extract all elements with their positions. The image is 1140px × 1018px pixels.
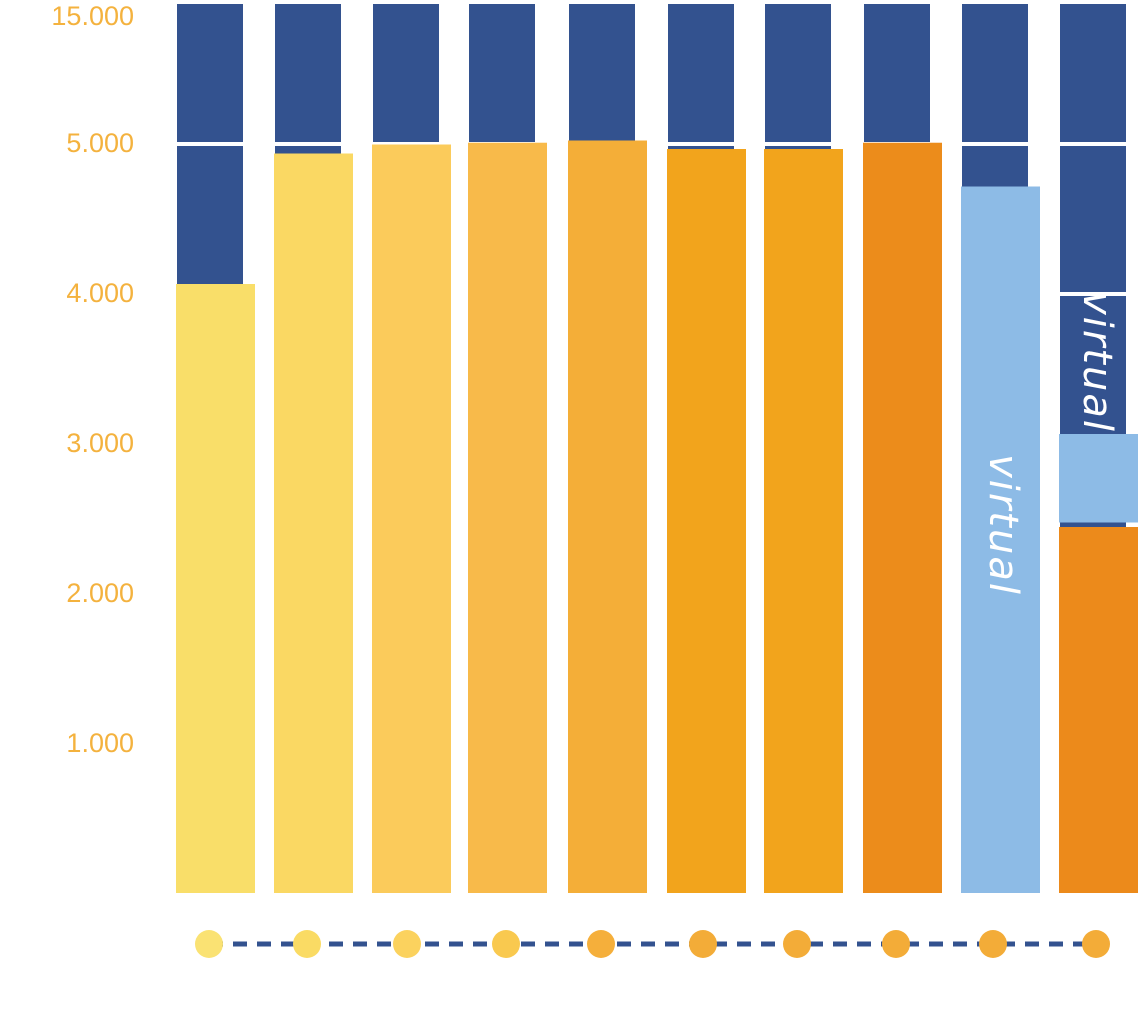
- band-separator: [1060, 142, 1126, 146]
- category-marker-7: [783, 930, 811, 958]
- bar-6: [667, 149, 746, 893]
- bar-5: [568, 140, 647, 894]
- bar-8: [863, 142, 942, 894]
- category-marker-8: [882, 930, 910, 958]
- category-marker-6: [689, 930, 717, 958]
- bar-10-stacked-segment: [1059, 434, 1138, 523]
- bar-4: [468, 142, 547, 894]
- category-marker-3: [393, 930, 421, 958]
- band-separator: [275, 142, 341, 146]
- category-marker-5: [587, 930, 615, 958]
- category-marker-10: [1082, 930, 1110, 958]
- bar-9: [961, 186, 1040, 893]
- band-separator: [1060, 292, 1126, 296]
- band-separator: [373, 142, 439, 146]
- y-tick-label: 4.000: [66, 278, 134, 308]
- category-marker-1: [195, 930, 223, 958]
- category-marker-9: [979, 930, 1007, 958]
- bar-2: [274, 153, 353, 893]
- category-markers: [195, 930, 1110, 958]
- band-separator: [765, 142, 831, 146]
- category-marker-4: [492, 930, 520, 958]
- bar-10-top-label: virtual: [1074, 291, 1120, 433]
- band-separator: [962, 142, 1028, 146]
- bar-10: [1059, 527, 1138, 893]
- y-tick-label: 5.000: [66, 128, 134, 158]
- band-separator: [668, 142, 734, 146]
- bar-9-label: virtual: [980, 454, 1026, 596]
- y-tick-label: 3.000: [66, 428, 134, 458]
- y-axis-ticks: 1.000 2.000 3.000 4.000 5.000 15.000: [51, 1, 134, 758]
- bar-1: [176, 284, 255, 893]
- bars: [176, 140, 1138, 894]
- band-separator: [177, 142, 243, 146]
- bar-7: [764, 149, 843, 893]
- y-tick-label: 1.000: [66, 728, 134, 758]
- category-marker-2: [293, 930, 321, 958]
- bar-3: [372, 144, 451, 893]
- y-tick-label: 15.000: [51, 1, 134, 31]
- y-tick-label: 2.000: [66, 578, 134, 608]
- bar-labels: virtual virtual: [980, 291, 1120, 596]
